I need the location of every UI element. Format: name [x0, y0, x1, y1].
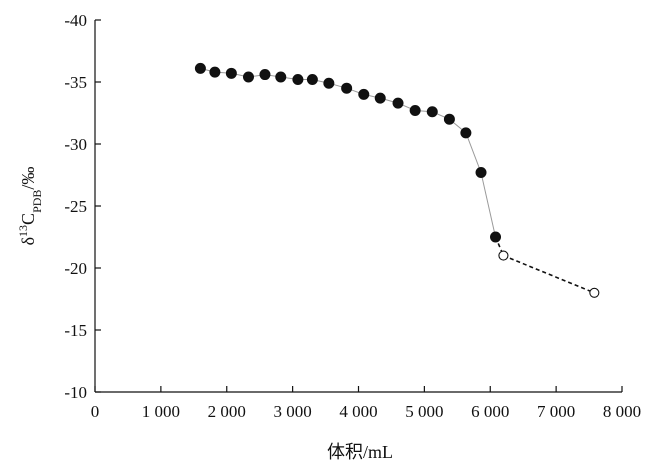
open-point [498, 250, 509, 261]
x-tick-label: 0 [91, 402, 100, 421]
series-1-line [200, 67, 496, 238]
y-axis-title-tail: /‰ [18, 167, 38, 190]
filled-point [392, 97, 404, 109]
x-tick-label: 6 000 [471, 402, 509, 421]
filled-point [460, 127, 472, 139]
y-tick-label: -40 [64, 11, 87, 30]
data-points [194, 62, 600, 298]
filled-point [194, 62, 206, 74]
y-axis-title: δ13CPDB/‰ [16, 167, 44, 246]
filled-point [374, 92, 386, 104]
y-tick-label: -15 [64, 321, 87, 340]
y-tick-label: -25 [64, 197, 87, 216]
x-tick-label: 5 000 [405, 402, 443, 421]
y-tick-label: -30 [64, 135, 87, 154]
y-axis-title-base: δ [18, 237, 38, 245]
filled-point [292, 74, 304, 86]
x-tick-label: 8 000 [603, 402, 641, 421]
series-2-line [503, 254, 595, 294]
x-tick-label: 7 000 [537, 402, 575, 421]
filled-point [259, 69, 271, 81]
filled-point [409, 105, 421, 117]
filled-point [275, 71, 287, 83]
filled-point [443, 113, 455, 125]
tick-labels: 0 1 000 2 000 3 000 4 000 5 000 6 000 7 000 8 00… [64, 11, 641, 421]
filled-point [475, 167, 487, 179]
filled-point [490, 231, 502, 243]
y-axis-title-sub: PDB [30, 190, 44, 213]
filled-point [358, 88, 370, 100]
axes [94, 19, 623, 393]
filled-point [341, 82, 353, 94]
filled-point [225, 67, 237, 79]
open-point [589, 287, 600, 298]
y-tick-label: -10 [64, 383, 87, 402]
x-tick-label: 1 000 [142, 402, 180, 421]
y-tick-label: -35 [64, 73, 87, 92]
filled-point [306, 74, 318, 86]
y-tick-label: -20 [64, 259, 87, 278]
filled-point [242, 71, 254, 83]
x-axis-title: 体积/mL [327, 442, 393, 462]
filled-point [323, 77, 335, 89]
filled-point [209, 66, 221, 78]
y-axis-title-main: C [18, 213, 38, 225]
x-tick-label: 3 000 [274, 402, 312, 421]
x-tick-label: 4 000 [339, 402, 377, 421]
y-axis-title-sup: 13 [16, 225, 30, 237]
x-tick-label: 2 000 [208, 402, 246, 421]
filled-point [426, 106, 438, 118]
